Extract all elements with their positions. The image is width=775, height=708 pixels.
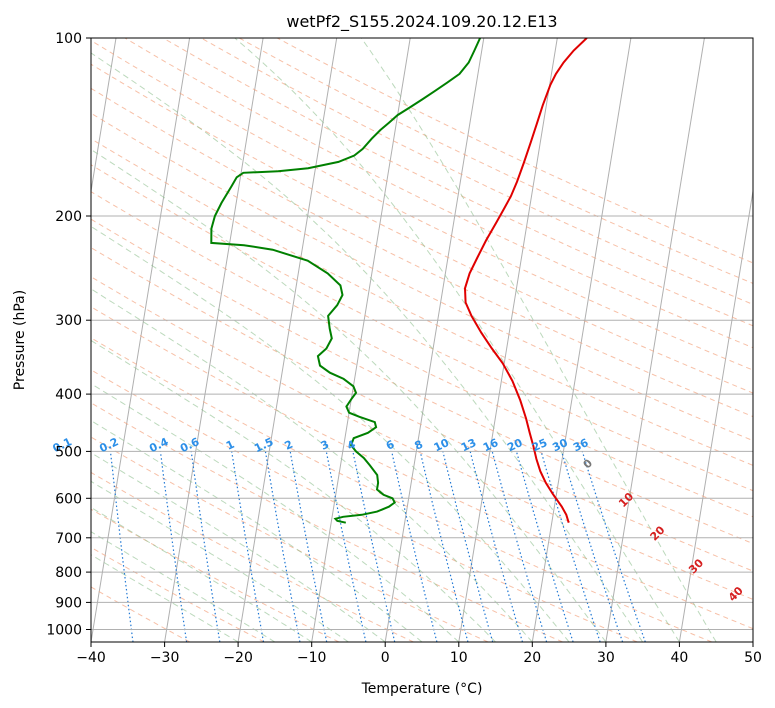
y-tick-label: 800 [55,565,82,581]
mixing-ratio-line [159,451,188,642]
x-tick-label: −30 [150,650,180,666]
x-tick-label: 30 [597,650,615,666]
mixing-ratio-label: 36 [571,436,591,454]
dry-adiabat-line [91,508,340,642]
moist-adiabat-line [91,52,644,642]
y-tick-label: 600 [55,491,82,507]
background-lines [91,38,753,642]
x-tick-label: 50 [744,650,762,666]
mixing-ratio-label: 20 [505,436,525,454]
moist-adiabat-line [234,38,680,642]
mixing-ratio-label: 13 [459,436,478,454]
moist-adiabat-line [91,452,386,642]
mixing-ratio-line [581,451,646,642]
temperature-profile-line [463,38,588,523]
mixing-ratio-label: 30 [550,436,570,454]
mixing-ratio-line [419,451,469,642]
moist-adiabat-line [91,531,276,642]
mixing-ratio-line [561,451,624,642]
dry-adiabat-line [91,87,753,418]
x-tick-label: 20 [523,650,541,666]
y-tick-label: 400 [55,387,82,403]
dry-adiabat-line [91,39,753,371]
mixing-ratio-label: 25 [530,436,549,454]
mixing-ratio-line [442,451,494,642]
moist-adiabat-line [91,339,496,642]
moist-adiabat-line [360,38,717,642]
dry-adiabat-line [91,402,563,642]
y-axis-title: Pressure (hPa) [12,290,28,390]
plot-area [91,38,753,642]
moist-adiabat-line [91,383,460,642]
isotherm-line [164,38,264,642]
isotherm-line [678,188,753,642]
mixing-ratio-line [491,451,548,642]
moist-adiabat-line [91,419,423,642]
isotherm-line [91,38,117,195]
x-tick-label: −10 [297,650,327,666]
plot-frame [90,37,754,643]
mixing-ratio-line [469,451,524,642]
chart-title: wetPf2_S155.2024.109.20.12.E13 [286,12,557,32]
y-tick-label: 1000 [46,623,82,639]
mixing-ratio-line [109,451,134,642]
profile-lines [210,38,588,524]
dry-adiabat-line [91,191,753,518]
dewpoint-profile-line [210,38,482,524]
mixing-ratio-line [540,451,601,642]
mixing-ratio-line [515,451,574,642]
y-tick-label: 700 [55,531,82,547]
moist-adiabat-line [91,148,607,642]
isotherm-line [384,38,485,642]
dry-adiabat-line [91,471,414,642]
pressure-gridlines [91,38,753,630]
mixing-ratio-line [325,451,367,642]
dry-adiabat-line [91,138,753,466]
x-tick-label: 0 [381,650,390,666]
isotherm-line [237,38,338,642]
x-tick-label: −20 [223,650,253,666]
moist-adiabat-line [91,480,349,642]
y-tick-label: 500 [55,444,82,460]
x-axis: −40 −30 −20 −10 0 10 20 30 40 50 [76,642,762,666]
y-tick-label: 200 [55,209,82,225]
mixing-ratio-line [352,451,396,642]
dry-adiabat-line [91,337,712,642]
x-axis-title: Temperature (°C) [361,681,483,697]
dry-adiabat-line [91,436,489,642]
x-tick-label: 10 [450,650,468,666]
dry-adiabat-line [124,38,753,349]
moist-adiabat-line [91,554,239,642]
y-tick-label: 100 [55,31,82,47]
moist-adiabat-line [91,225,570,642]
x-tick-label: −40 [76,650,106,666]
dry-adiabat-line [91,306,753,630]
mixing-ratio-line [391,451,438,642]
isotherm-line [458,38,558,642]
isotherm-line [605,38,705,642]
dry-adiabat-line [91,276,753,600]
y-tick-label: 900 [55,595,82,611]
mixing-ratio-label: 10 [432,436,452,454]
y-tick-label: 300 [55,313,82,329]
dry-adiabat-line [200,38,753,305]
x-tick-label: 40 [670,650,688,666]
mixing-ratio-line [231,451,265,642]
y-axis: 100 200 300 400 500 600 700 800 900 1000 [46,31,91,639]
mixing-ratio-label: 16 [481,436,501,454]
dry-adiabat-line [91,164,753,492]
isotherm-line [531,38,632,642]
dry-adiabat-line [91,247,753,572]
mixing-ratio-line [190,451,221,642]
